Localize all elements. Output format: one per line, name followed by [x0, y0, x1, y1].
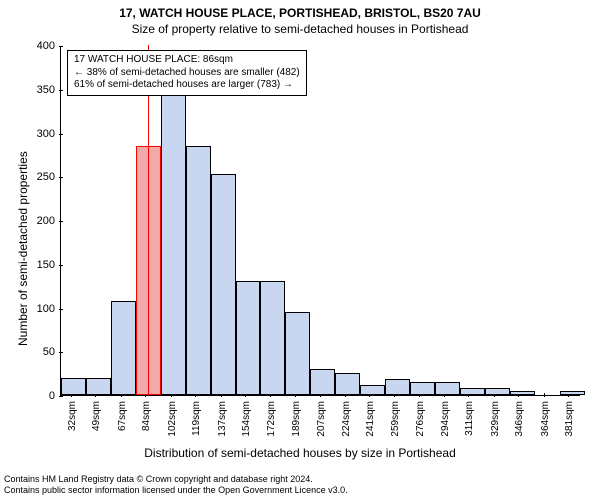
y-axis-label: Number of semi-detached properties [16, 151, 30, 346]
histogram-bar [161, 89, 186, 395]
histogram-bar [260, 281, 285, 395]
histogram-bar [510, 391, 535, 395]
y-tick-label: 250 [37, 171, 55, 183]
y-tick-label: 400 [37, 40, 55, 52]
histogram-bar [61, 378, 86, 396]
y-tick-label: 300 [37, 128, 55, 140]
y-tick [59, 134, 63, 135]
footer-line-1: Contains HM Land Registry data © Crown c… [4, 474, 348, 485]
histogram-bar [310, 369, 335, 395]
y-tick-label: 150 [37, 259, 55, 271]
histogram-bar [211, 174, 236, 395]
annotation-line: ← 38% of semi-detached houses are smalle… [74, 67, 300, 80]
annotation-line: 61% of semi-detached houses are larger (… [74, 79, 300, 92]
histogram-bar [410, 382, 435, 395]
x-tick-label: 241sqm [365, 401, 376, 437]
footer-line-2: Contains public sector information licen… [4, 485, 348, 496]
x-tick-label: 346sqm [514, 401, 525, 437]
y-tick [59, 265, 63, 266]
histogram-bar [186, 146, 211, 395]
chart-subtitle: Size of property relative to semi-detach… [0, 20, 600, 36]
x-tick-label: 84sqm [141, 401, 152, 431]
x-tick-label: 32sqm [67, 401, 78, 431]
y-tick [59, 177, 63, 178]
histogram-bar [435, 382, 460, 395]
x-tick-label: 364sqm [540, 401, 551, 437]
x-tick-label: 207sqm [316, 401, 327, 437]
x-tick-label: 329sqm [490, 401, 501, 437]
histogram-bar [111, 301, 136, 396]
x-tick-label: 119sqm [191, 401, 202, 436]
x-tick-label: 67sqm [117, 401, 128, 431]
y-tick-label: 100 [37, 303, 55, 315]
x-axis-label: Distribution of semi-detached houses by … [0, 446, 600, 460]
histogram-bar [360, 385, 385, 396]
x-tick-label: 224sqm [341, 401, 352, 437]
y-tick [59, 396, 63, 397]
annotation-box: 17 WATCH HOUSE PLACE: 86sqm← 38% of semi… [67, 50, 307, 96]
x-tick-label: 259sqm [390, 401, 401, 437]
x-tick-label: 276sqm [415, 401, 426, 437]
footer: Contains HM Land Registry data © Crown c… [4, 474, 348, 497]
y-tick [59, 46, 63, 47]
y-tick [59, 309, 63, 310]
x-tick-label: 172sqm [266, 401, 277, 437]
plot-area: 05010015020025030035040032sqm49sqm67sqm8… [60, 46, 580, 396]
histogram-bar [335, 373, 360, 395]
y-tick-label: 200 [37, 215, 55, 227]
histogram-bar [485, 388, 510, 395]
chart-title: 17, WATCH HOUSE PLACE, PORTISHEAD, BRIST… [0, 0, 600, 20]
y-tick [59, 352, 63, 353]
x-tick-label: 49sqm [91, 401, 102, 431]
y-tick-label: 0 [49, 390, 55, 402]
y-tick-label: 350 [37, 84, 55, 96]
histogram-bar [385, 379, 410, 395]
y-tick [59, 90, 63, 91]
histogram-bar [86, 378, 111, 396]
x-tick-label: 294sqm [440, 401, 451, 437]
histogram-bar [236, 281, 261, 395]
x-tick-label: 311sqm [464, 401, 475, 436]
annotation-line: 17 WATCH HOUSE PLACE: 86sqm [74, 54, 300, 67]
y-tick [59, 221, 63, 222]
x-tick-label: 102sqm [167, 401, 178, 437]
x-tick [544, 393, 545, 397]
x-tick-label: 189sqm [291, 401, 302, 437]
histogram-bar [285, 312, 310, 395]
histogram-bar [460, 388, 485, 395]
x-tick-label: 137sqm [217, 401, 228, 437]
property-marker-line [148, 45, 149, 395]
histogram-bar [560, 391, 585, 395]
x-tick-label: 154sqm [241, 401, 252, 437]
x-tick-label: 381sqm [564, 401, 575, 437]
chart-container: 17, WATCH HOUSE PLACE, PORTISHEAD, BRIST… [0, 0, 600, 500]
y-tick-label: 50 [43, 346, 55, 358]
